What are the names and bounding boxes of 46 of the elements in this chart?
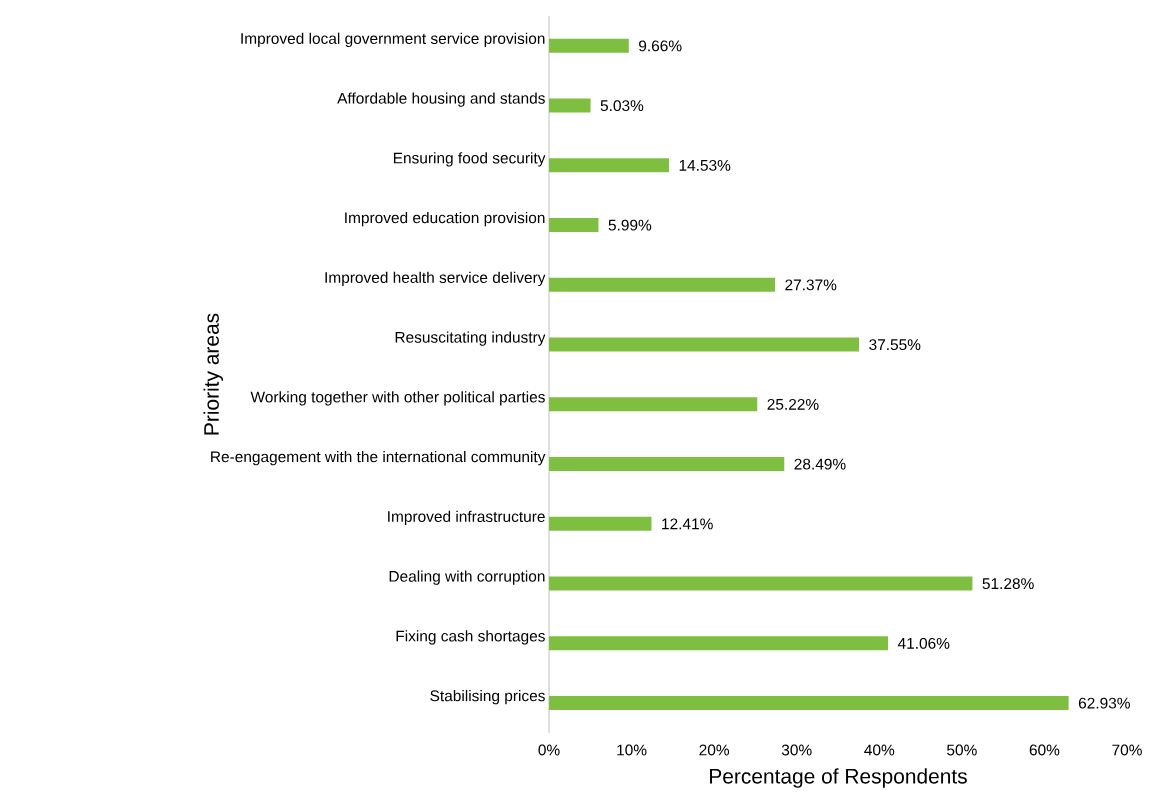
data-label: 28.49%	[794, 458, 846, 470]
bar	[549, 397, 758, 412]
x-tick-label: 40%	[864, 744, 895, 756]
data-label: 37.55%	[869, 339, 921, 351]
y-tick-label: Re-engagement with the international community	[211, 450, 546, 466]
bar	[549, 576, 973, 591]
x-tick-label: 60%	[1029, 744, 1060, 756]
bar	[549, 38, 629, 53]
bar	[549, 98, 591, 113]
bar	[549, 218, 599, 233]
x-tick-label: 50%	[947, 744, 977, 756]
data-label: 5.03%	[600, 100, 644, 112]
x-axis-title: Percentage of Respondents	[710, 768, 967, 788]
y-tick-label: Improved infrastructure	[388, 510, 545, 526]
bar	[549, 457, 785, 472]
y-tick-label: Fixing cash shortages	[396, 630, 545, 645]
x-tick-label: 10%	[617, 744, 647, 756]
bar	[549, 277, 775, 292]
y-tick-label: Improved local government service provision	[241, 32, 545, 48]
x-tick-label: 0%	[538, 744, 560, 756]
y-tick-label: Improved health service delivery	[325, 271, 546, 287]
y-axis-title: Priority areas	[203, 313, 224, 435]
data-label: 25.22%	[767, 398, 819, 410]
data-label: 5.99%	[608, 219, 652, 231]
y-tick-label: Stabilising prices	[430, 689, 545, 705]
data-label: 27.37%	[785, 279, 837, 291]
bar	[549, 337, 860, 352]
y-tick-label: Improved education provision	[345, 211, 545, 227]
data-label: 62.93%	[1078, 697, 1130, 709]
data-label: 41.06%	[897, 637, 950, 649]
bar	[549, 158, 669, 173]
data-label: 12.41%	[662, 518, 713, 530]
y-tick-label: Resuscitating industry	[395, 331, 546, 346]
y-tick-label: Affordable housing and stands	[337, 92, 545, 107]
x-tick-label: 30%	[781, 744, 812, 756]
x-tick-label: 70%	[1112, 744, 1142, 756]
x-tick-label: 20%	[699, 744, 730, 756]
data-label: 9.66%	[639, 40, 682, 52]
y-tick-label: Ensuring food security	[393, 152, 546, 167]
y-tick-label: Dealing with corruption	[389, 570, 545, 585]
y-tick-label: Working together with other political parties	[250, 391, 545, 406]
bar	[549, 696, 1069, 711]
bar	[549, 636, 889, 651]
data-label: 51.28%	[982, 578, 1034, 590]
bar	[549, 516, 652, 531]
data-label: 14.53%	[679, 159, 731, 171]
